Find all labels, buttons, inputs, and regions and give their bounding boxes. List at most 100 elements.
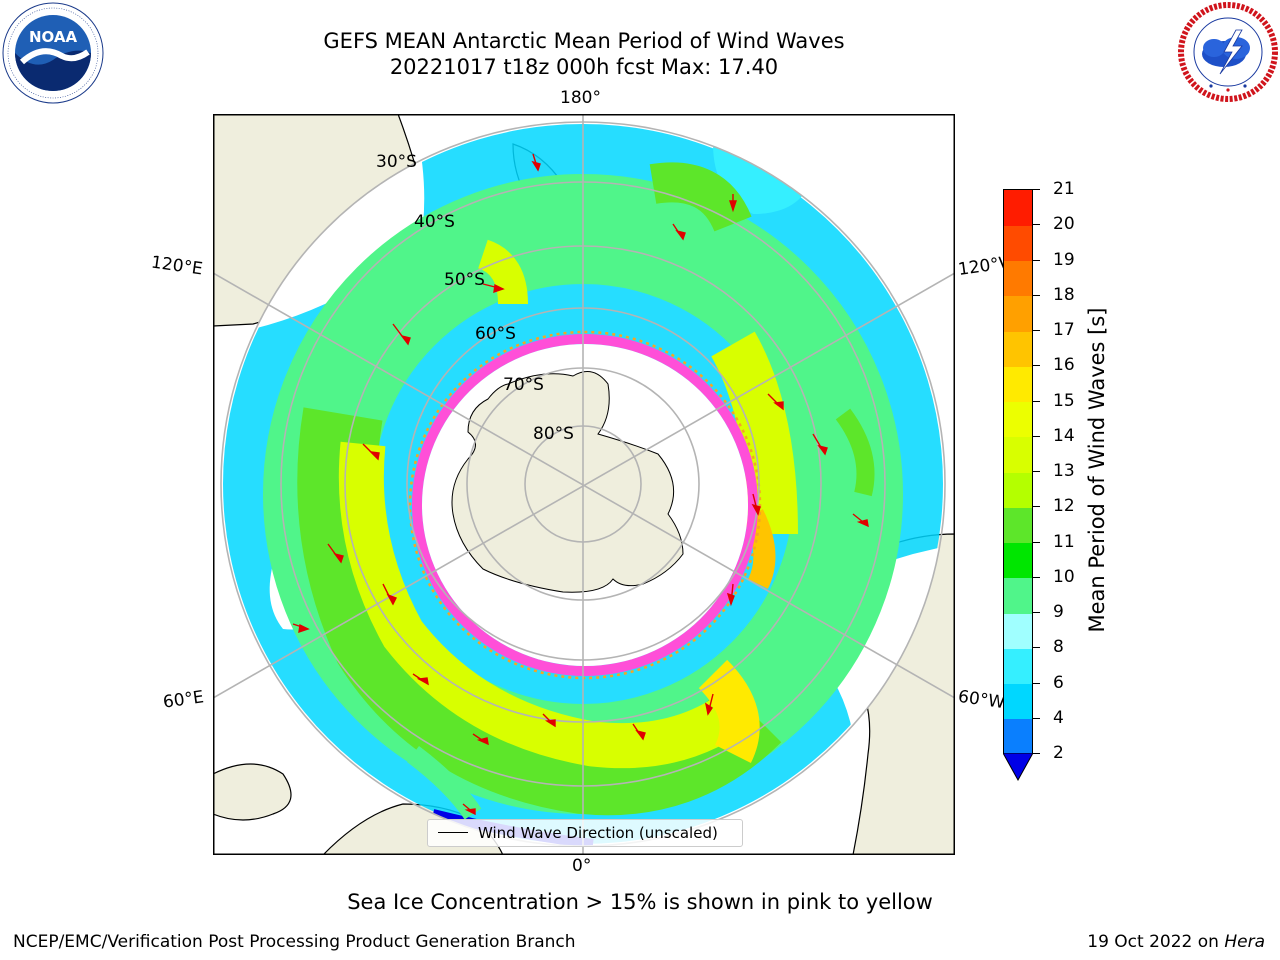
colorbar-tick bbox=[1033, 612, 1040, 613]
colorbar-tick-label: 20 bbox=[1053, 214, 1075, 235]
wave-arrow bbox=[767, 393, 784, 411]
noaa-logo: NOAA bbox=[2, 2, 104, 104]
lat-label-30s: 30°S bbox=[376, 152, 417, 172]
wave-arrow bbox=[704, 693, 714, 716]
map-legend: Wind Wave Direction (unscaled) bbox=[427, 819, 743, 847]
sea-ice-note: Sea Ice Concentration > 15% is shown in … bbox=[347, 890, 933, 914]
colorbar-tick-label: 13 bbox=[1053, 461, 1075, 481]
wave-arrow bbox=[412, 673, 429, 686]
lat-label-40s: 40°S bbox=[414, 212, 455, 232]
colorbar-segment bbox=[1004, 295, 1032, 332]
wave-arrow bbox=[392, 323, 411, 346]
colorbar-segment bbox=[1004, 472, 1032, 508]
wave-arrow bbox=[751, 493, 761, 516]
wave-arrow bbox=[327, 543, 344, 564]
colorbar-segment bbox=[1004, 260, 1032, 297]
wave-arrow bbox=[726, 583, 735, 607]
colorbar-segment bbox=[1004, 648, 1032, 684]
colorbar-tick-label: 17 bbox=[1053, 320, 1075, 340]
colorbar-tick-label: 10 bbox=[1053, 566, 1075, 587]
chart-subtitle: 20221017 t18z 000h fcst Max: 17.40 bbox=[389, 55, 779, 79]
colorbar-tick-label: 4 bbox=[1053, 707, 1064, 728]
colorbar-tick-label: 15 bbox=[1053, 390, 1075, 411]
run-date-prefix: 19 Oct 2022 on bbox=[1087, 932, 1225, 952]
colorbar-segment bbox=[1004, 436, 1032, 473]
lon-label-60w: 60°W bbox=[956, 686, 1007, 714]
colorbar-segment bbox=[1004, 190, 1032, 226]
madagascar-land bbox=[213, 763, 292, 821]
colorbar-tick-label: 21 bbox=[1053, 179, 1075, 199]
lat-label-80s: 80°S bbox=[533, 424, 574, 444]
lon-label-60e: 60°E bbox=[161, 687, 206, 713]
colorbar-tick bbox=[1033, 224, 1040, 226]
wave-arrow bbox=[729, 194, 737, 213]
colorbar-segment bbox=[1004, 683, 1032, 720]
wind-wave-arrows bbox=[292, 153, 869, 816]
colorbar-tick-label: 6 bbox=[1053, 672, 1064, 693]
colorbar-tick bbox=[1033, 541, 1040, 543]
colorbar-tick bbox=[1033, 365, 1040, 367]
colorbar-tick bbox=[1033, 717, 1040, 719]
antarctica-land bbox=[451, 371, 684, 593]
colorbar-tick bbox=[1033, 294, 1040, 296]
colorbar-segment bbox=[1004, 718, 1032, 755]
colorbar-tick-label: 18 bbox=[1053, 284, 1075, 305]
wave-arrow bbox=[482, 283, 505, 294]
colorbar-segment bbox=[1004, 577, 1032, 614]
colorbar-tick bbox=[1033, 330, 1040, 331]
colorbar-title: Mean Period of Wind Waves [s] bbox=[1085, 307, 1109, 633]
wave-arrow bbox=[292, 623, 310, 634]
colorbar-tick-label: 19 bbox=[1053, 249, 1075, 270]
wave-arrow bbox=[382, 583, 397, 606]
colorbar-tick bbox=[1033, 682, 1040, 684]
wave-arrow bbox=[472, 733, 489, 746]
colorbar-extend-min bbox=[1003, 753, 1033, 781]
branch-credit: NCEP/EMC/Verification Post Processing Pr… bbox=[13, 932, 576, 952]
noaa-logo-text: NOAA bbox=[29, 28, 78, 46]
colorbar-tick-label: 16 bbox=[1053, 355, 1075, 376]
colorbar bbox=[1003, 189, 1033, 755]
legend-line-swatch bbox=[438, 832, 468, 834]
colorbar-tick bbox=[1033, 259, 1040, 261]
lon-label-180: 180° bbox=[560, 88, 601, 108]
wave-arrow bbox=[632, 723, 646, 741]
nws-logo bbox=[1178, 2, 1278, 102]
wave-arrow bbox=[542, 713, 556, 728]
colorbar-segment bbox=[1004, 331, 1032, 367]
colorbar-segment bbox=[1004, 507, 1032, 543]
map-panel bbox=[213, 114, 955, 855]
colorbar-segment bbox=[1004, 366, 1032, 402]
colorbar-tick bbox=[1033, 435, 1040, 437]
colorbar-tick-label: 8 bbox=[1053, 637, 1064, 658]
lon-label-120e: 120°E bbox=[149, 252, 204, 280]
wave-period-map bbox=[213, 114, 955, 855]
wave-arrow bbox=[531, 153, 541, 172]
lat-label-70s: 70°S bbox=[503, 375, 544, 395]
colorbar-tick bbox=[1033, 400, 1040, 402]
wave-arrow bbox=[812, 433, 828, 456]
chart-title: GEFS MEAN Antarctic Mean Period of Wind … bbox=[323, 29, 845, 53]
wave-arrow bbox=[462, 803, 476, 816]
colorbar-tick bbox=[1033, 576, 1040, 578]
colorbar-tick-label: 9 bbox=[1053, 602, 1064, 622]
wave-arrow bbox=[362, 443, 380, 461]
wave-arrow bbox=[852, 513, 869, 528]
colorbar-segment bbox=[1004, 613, 1032, 649]
colorbar-tick bbox=[1033, 506, 1040, 508]
lat-label-60s: 60°S bbox=[475, 324, 516, 344]
map-frame bbox=[213, 114, 955, 855]
colorbar-segment bbox=[1004, 542, 1032, 579]
run-date: 19 Oct 2022 on Hera bbox=[1087, 932, 1265, 952]
colorbar-tick-label: 12 bbox=[1053, 496, 1075, 517]
legend-label: Wind Wave Direction (unscaled) bbox=[478, 824, 718, 842]
colorbar-tick bbox=[1033, 753, 1040, 754]
wave-arrow bbox=[672, 223, 686, 241]
colorbar-tick bbox=[1033, 189, 1040, 190]
colorbar-tick bbox=[1033, 647, 1040, 649]
run-host: Hera bbox=[1224, 932, 1265, 952]
colorbar-tick-label: 11 bbox=[1053, 531, 1075, 552]
colorbar-tick-label: 14 bbox=[1053, 425, 1075, 446]
lon-label-0: 0° bbox=[572, 856, 592, 876]
colorbar-segment bbox=[1004, 225, 1032, 261]
lat-label-50s: 50°S bbox=[444, 270, 485, 290]
